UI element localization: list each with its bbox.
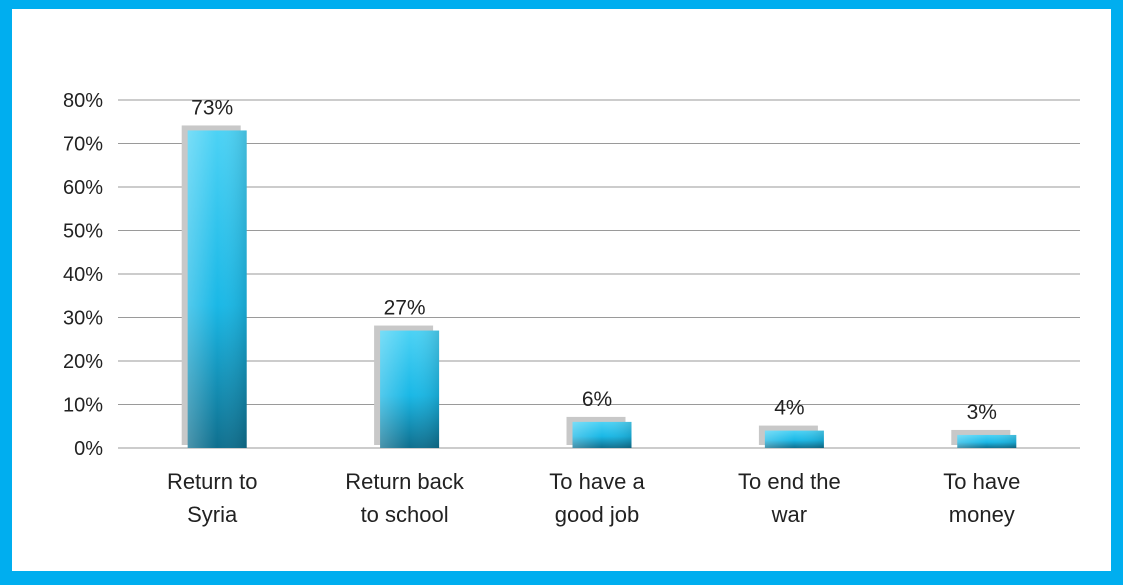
- category-label-line: To have: [943, 469, 1020, 494]
- data-label: 6%: [582, 388, 612, 411]
- y-tick-label: 60%: [63, 177, 103, 199]
- y-tick-label: 70%: [63, 134, 103, 156]
- category-label-line: to school: [361, 502, 449, 527]
- y-tick-label: 40%: [63, 264, 103, 286]
- bar-highlight: [187, 130, 247, 448]
- category-label-line: To have a: [549, 469, 645, 494]
- category-labels: Return to Syria Return back to school To hav…: [167, 469, 1020, 527]
- y-tick-label: 30%: [63, 308, 103, 330]
- category-label-line: money: [949, 502, 1015, 527]
- category-label: Return back to school: [345, 469, 465, 527]
- y-axis-ticks: 0% 10% 20% 30% 40% 50% 60% 70% 80%: [63, 90, 103, 460]
- y-tick-label: 50%: [63, 221, 103, 243]
- category-label: To end the war: [738, 469, 841, 527]
- bar-highlight: [572, 421, 632, 448]
- category-label: To have money: [943, 469, 1020, 527]
- bars: [181, 125, 1017, 448]
- category-label-line: war: [771, 502, 807, 527]
- category-label-line: To end the: [738, 469, 841, 494]
- y-tick-label: 80%: [63, 90, 103, 112]
- data-label: 27%: [384, 297, 426, 320]
- data-label: 3%: [967, 401, 997, 424]
- category-label: Return to Syria: [167, 469, 258, 527]
- y-tick-label: 10%: [63, 395, 103, 417]
- category-label-line: Return to: [167, 469, 258, 494]
- bar-highlight: [957, 434, 1017, 448]
- category-label-line: good job: [555, 502, 639, 527]
- y-tick-label: 20%: [63, 351, 103, 373]
- y-tick-label: 0%: [74, 438, 103, 460]
- data-label: 4%: [774, 397, 804, 420]
- data-labels: 73% 27% 6% 4% 3%: [191, 96, 997, 424]
- data-label: 73%: [191, 96, 233, 119]
- bar-highlight: [764, 430, 824, 448]
- bar-highlight: [380, 330, 440, 448]
- gridlines: [118, 99, 1080, 449]
- category-label-line: Return back: [345, 469, 465, 494]
- category-label-line: Syria: [187, 502, 238, 527]
- category-label: To have a good job: [549, 469, 645, 527]
